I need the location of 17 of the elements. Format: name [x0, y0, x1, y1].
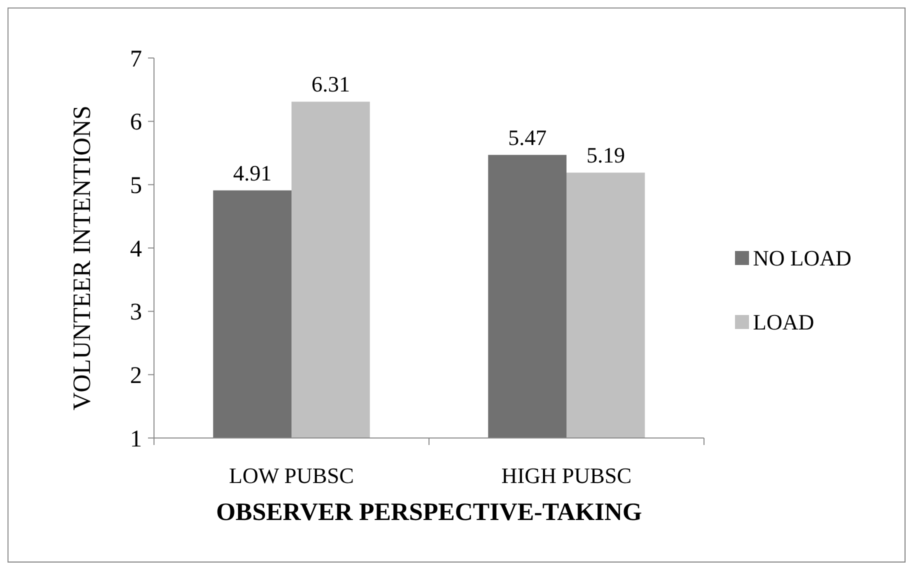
legend-label: LOAD [753, 310, 814, 335]
y-tick-label: 1 [130, 426, 142, 452]
legend-label: NO LOAD [753, 246, 852, 271]
data-label: 4.91 [233, 160, 272, 186]
y-axis-title: VOLUNTEER INTENTIONS [69, 106, 96, 410]
y-tick-label: 2 [130, 363, 142, 390]
x-tick-label: HIGH PUBSC [501, 463, 632, 488]
data-label: 6.31 [311, 72, 350, 97]
y-tick-label: 3 [130, 300, 142, 326]
y-tick-label: 6 [130, 110, 142, 136]
data-label: 5.19 [586, 142, 625, 168]
y-tick-label: 5 [130, 173, 142, 200]
x-axis-title: OBSERVER PERSPECTIVE-TAKING [216, 499, 642, 526]
y-tick-label: 4 [130, 236, 142, 262]
x-tick-label: LOW PUBSC [229, 463, 354, 488]
data-label: 5.47 [508, 124, 547, 150]
y-tick-label: 7 [130, 46, 142, 72]
